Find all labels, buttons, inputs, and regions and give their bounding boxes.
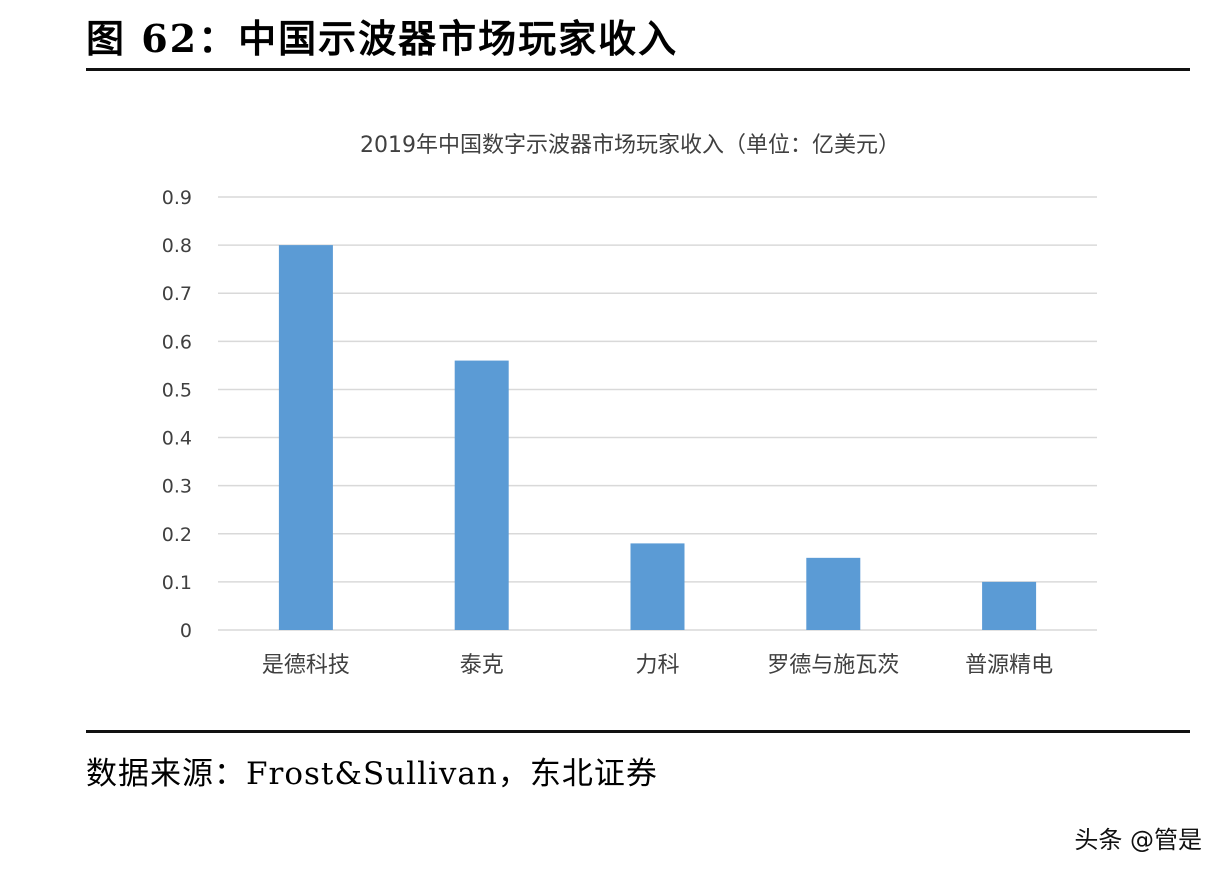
y-tick-label: 0.6 <box>162 331 192 353</box>
x-axis-labels: 是德科技 泰克 力科 罗德与施瓦茨 普源精电 <box>262 653 1053 678</box>
y-tick-label: 0.3 <box>162 476 192 498</box>
figure-title: 图 62：中国示波器市场玩家收入 <box>86 16 679 61</box>
x-category-label: 力科 <box>635 653 679 678</box>
chart-title: 2019年中国数字示波器市场玩家收入（单位：亿美元） <box>360 133 900 158</box>
y-tick-label: 0.1 <box>162 572 192 594</box>
gridlines <box>218 196 1097 631</box>
y-tick-label: 0.8 <box>162 235 192 257</box>
y-tick-label: 0.4 <box>162 428 192 450</box>
bar <box>806 557 861 630</box>
y-tick-label: 0.2 <box>162 524 192 546</box>
x-category-label: 罗德与施瓦茨 <box>767 653 899 678</box>
bar <box>630 543 685 630</box>
source-note: 数据来源：Frost&Sullivan，东北证券 <box>86 756 658 792</box>
watermark: 头条 @管是 <box>1074 826 1202 854</box>
y-tick-label: 0 <box>180 620 192 642</box>
y-axis-ticks: 0 0.1 0.2 0.3 0.4 0.5 0.6 0.7 0.8 0.9 <box>162 187 192 642</box>
bar <box>278 245 333 630</box>
top-rule <box>86 68 1190 71</box>
bar <box>454 360 509 630</box>
y-tick-label: 0.9 <box>162 187 192 209</box>
x-category-label: 是德科技 <box>262 653 350 678</box>
y-tick-label: 0.7 <box>162 283 192 305</box>
bar <box>982 581 1037 630</box>
x-category-label: 普源精电 <box>965 653 1053 678</box>
bottom-rule <box>86 730 1190 733</box>
x-category-label: 泰克 <box>460 653 504 678</box>
y-tick-label: 0.5 <box>162 379 192 401</box>
bars <box>278 245 1037 630</box>
